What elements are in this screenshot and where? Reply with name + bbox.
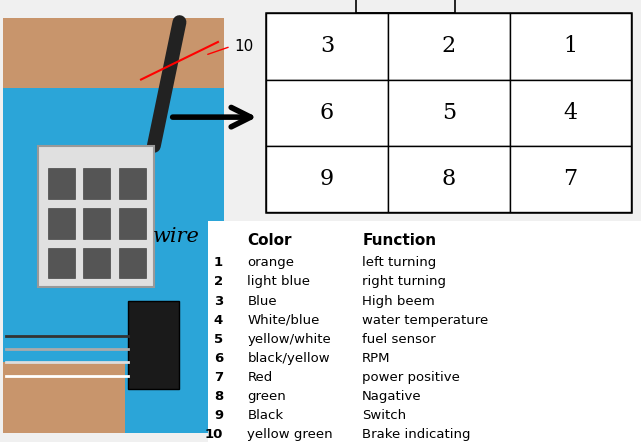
Bar [388,13,510,80]
Bar [48,248,75,278]
Text: green: green [247,389,286,403]
Bar [48,168,75,199]
Text: Function: Function [362,233,437,248]
Text: Nagative: Nagative [362,389,422,403]
Text: 4: 4 [563,102,578,124]
Text: Blue: Blue [247,294,277,308]
Bar [48,208,75,239]
Text: 9: 9 [214,408,223,422]
Text: 7: 7 [214,370,223,384]
Text: 10: 10 [234,39,253,54]
Text: right turning: right turning [362,275,446,289]
Bar [128,301,179,389]
Text: 3: 3 [320,35,334,57]
Text: Brake indicating: Brake indicating [362,427,470,441]
Text: White/blue: White/blue [247,313,320,327]
Text: light blue: light blue [247,275,310,289]
Bar [510,146,631,212]
Text: RPM: RPM [362,351,390,365]
Bar [119,208,146,239]
Text: 3: 3 [214,294,223,308]
Bar [266,13,631,212]
Bar [3,18,224,88]
Text: Black: Black [247,408,283,422]
Bar [266,80,388,146]
Text: Red: Red [247,370,272,384]
Text: High beem: High beem [362,294,435,308]
Text: left turning: left turning [362,256,437,270]
Bar [3,362,125,433]
Text: yellow/white: yellow/white [247,332,331,346]
Text: 7: 7 [563,168,578,190]
Bar [83,208,110,239]
Text: fuel sensor: fuel sensor [362,332,436,346]
Bar [83,248,110,278]
Bar [510,80,631,146]
Bar [38,146,154,287]
Bar [119,168,146,199]
Text: water temperature: water temperature [362,313,488,327]
Text: Color: Color [247,233,291,248]
Text: 1: 1 [214,256,223,270]
Text: black/yellow: black/yellow [247,351,330,365]
Bar [356,0,455,13]
Text: 9: 9 [320,168,334,190]
Bar [208,221,641,442]
Bar [510,13,631,80]
Text: wire: wire [153,227,200,246]
Text: 4: 4 [214,313,223,327]
Text: 8: 8 [442,168,456,190]
Bar [119,248,146,278]
Text: 8: 8 [214,389,223,403]
Text: 6: 6 [320,102,334,124]
Bar [3,18,224,433]
Text: 5: 5 [214,332,223,346]
Text: yellow green: yellow green [247,427,333,441]
Text: 5: 5 [442,102,456,124]
Text: Switch: Switch [362,408,406,422]
Text: 2: 2 [442,35,456,57]
Bar [388,146,510,212]
Text: 1: 1 [563,35,578,57]
Text: 2: 2 [214,275,223,289]
Bar [266,13,388,80]
Bar [266,146,388,212]
Text: 10: 10 [204,427,223,441]
Text: orange: orange [247,256,294,270]
Bar [83,168,110,199]
Bar [388,80,510,146]
Text: power positive: power positive [362,370,460,384]
Text: 6: 6 [214,351,223,365]
